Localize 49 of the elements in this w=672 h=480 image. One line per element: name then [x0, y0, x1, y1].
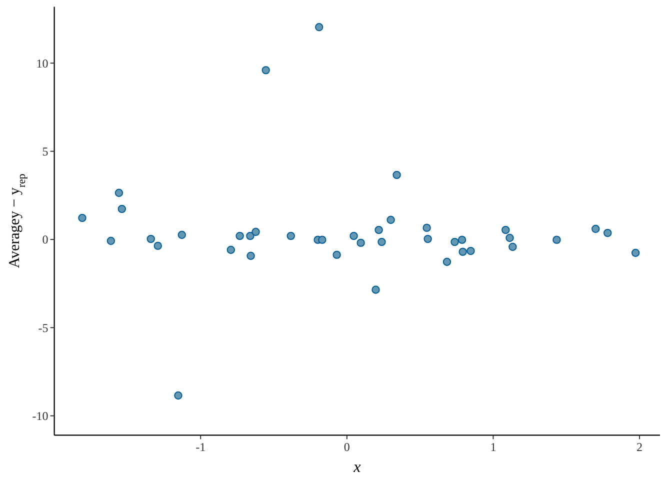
- point: [502, 226, 510, 234]
- y-tick-label: 0: [42, 232, 48, 247]
- point: [262, 66, 270, 74]
- point: [178, 230, 186, 239]
- point: [458, 236, 466, 244]
- point: [146, 234, 155, 244]
- point: [372, 286, 380, 294]
- point: [318, 236, 326, 244]
- point: [118, 204, 126, 214]
- point: [458, 248, 467, 256]
- point: [592, 224, 600, 233]
- y-tick-label: 5: [42, 144, 48, 158]
- point: [392, 170, 401, 180]
- point: [226, 246, 235, 254]
- point: [286, 232, 295, 240]
- point: [350, 232, 358, 240]
- point: [442, 258, 452, 266]
- point: [246, 252, 255, 260]
- point: [252, 228, 260, 236]
- x-tick-label: 0: [344, 440, 350, 454]
- point: [552, 236, 561, 244]
- x-tick-label: 1: [490, 440, 496, 454]
- point: [332, 250, 341, 259]
- point: [315, 23, 324, 32]
- point: [356, 238, 365, 247]
- point: [422, 224, 431, 232]
- point: [78, 214, 86, 222]
- point: [424, 234, 432, 244]
- point: [106, 236, 116, 245]
- point: [386, 216, 395, 224]
- point: [246, 232, 254, 240]
- point: [466, 246, 475, 256]
- y-tick-label: -5: [38, 320, 48, 335]
- point: [631, 248, 640, 257]
- point: [604, 228, 612, 238]
- point: [114, 188, 124, 198]
- y-tick-label: 10: [36, 56, 48, 70]
- point: [154, 242, 162, 250]
- point: [374, 226, 383, 234]
- x-tick-label: 2: [636, 440, 643, 454]
- x-axis-title: x: [352, 459, 361, 476]
- y-tick-label: -10: [32, 409, 48, 424]
- point: [236, 232, 244, 240]
- x-tick-label: -1: [196, 440, 206, 454]
- point: [450, 238, 459, 246]
- point: [508, 242, 517, 251]
- point: [174, 391, 182, 400]
- point: [378, 238, 386, 246]
- point: [506, 234, 514, 242]
